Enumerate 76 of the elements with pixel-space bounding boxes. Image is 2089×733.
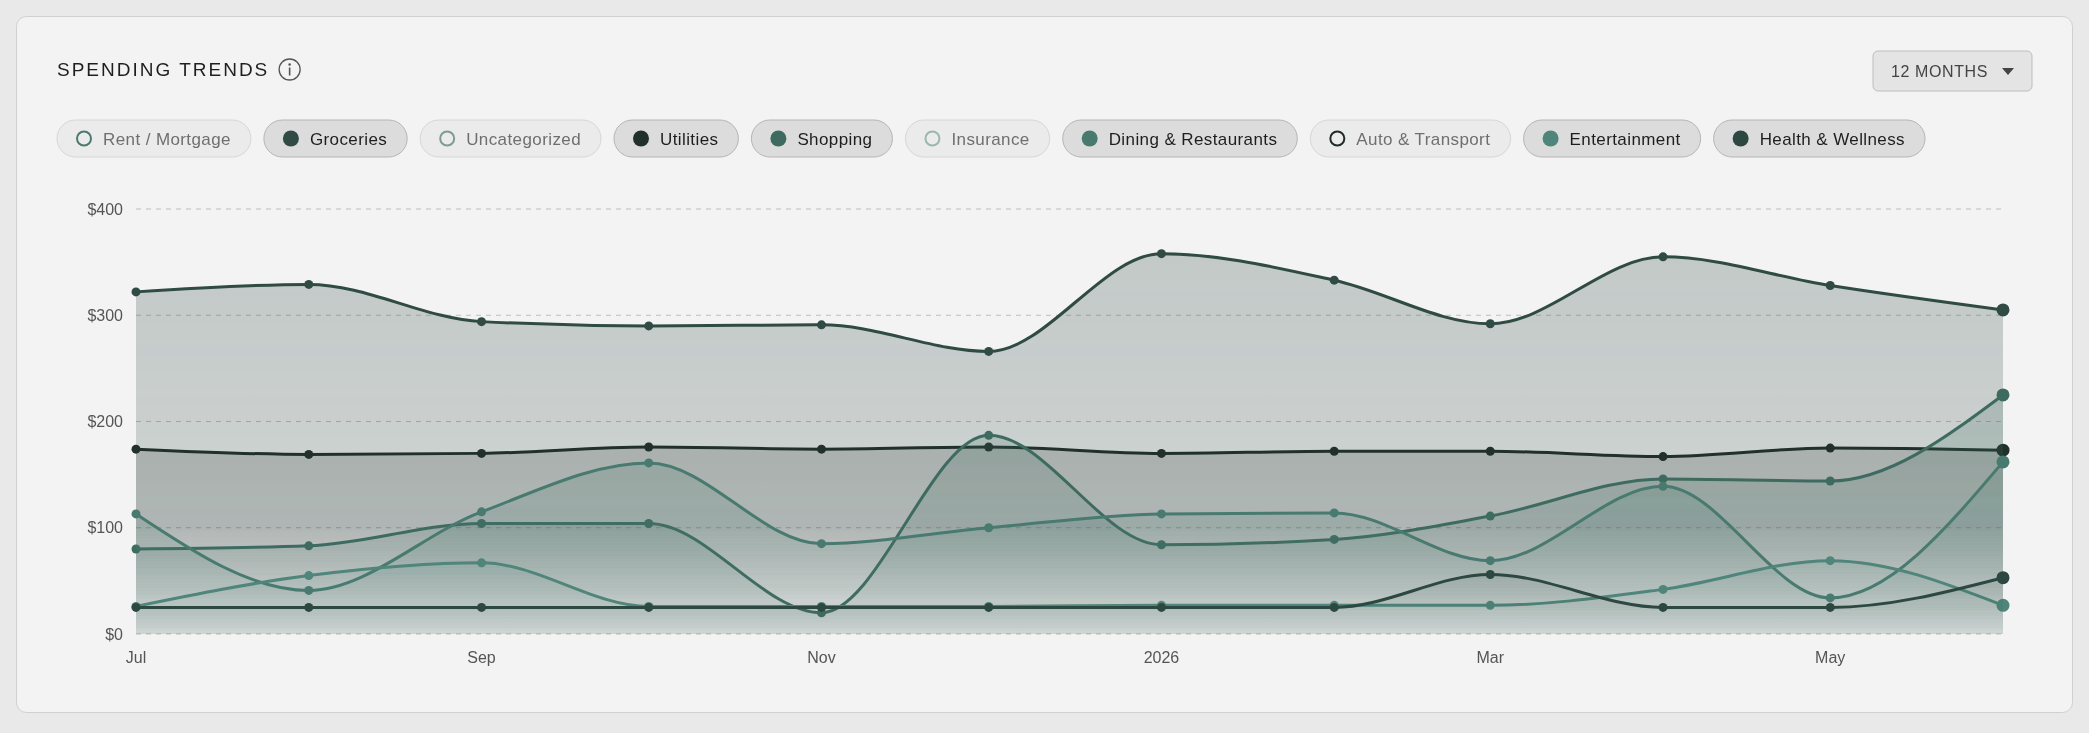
- point: [1825, 281, 1835, 290]
- point: [1485, 556, 1495, 566]
- legend-label: Health & Wellness: [1759, 129, 1906, 149]
- y-tick-label: $100: [87, 519, 124, 537]
- x-tick-label: Sep: [467, 649, 496, 666]
- point: [131, 444, 141, 454]
- point: [644, 321, 654, 331]
- point: [1658, 602, 1668, 612]
- point: [1658, 584, 1668, 594]
- point: [1825, 443, 1835, 453]
- point: [1329, 446, 1339, 456]
- point: [1156, 509, 1166, 519]
- point: [1825, 476, 1835, 486]
- legend-label: Uncategorized: [466, 129, 582, 149]
- point: [304, 449, 314, 459]
- point: [817, 320, 826, 330]
- legend-label: Insurance: [951, 129, 1030, 149]
- point: [984, 346, 994, 356]
- y-tick-label: $300: [87, 306, 124, 324]
- legend-label: Dining & Restaurants: [1108, 129, 1278, 149]
- point: [984, 523, 994, 533]
- point: [477, 558, 487, 568]
- point: [1485, 511, 1495, 521]
- text: 12 MONTHS: [1891, 63, 1989, 80]
- x-tick-label: May: [1815, 649, 1846, 666]
- point: [984, 430, 994, 440]
- point: [817, 539, 826, 549]
- point: [1825, 556, 1835, 566]
- point: [304, 279, 314, 289]
- legend-label: Shopping: [797, 129, 873, 149]
- point: [131, 509, 141, 519]
- legend-label: Rent / Mortgage: [103, 129, 231, 149]
- point: [1156, 540, 1166, 550]
- legend-label: Groceries: [309, 129, 388, 149]
- point: [644, 519, 654, 528]
- point: [304, 602, 314, 612]
- point: [1825, 593, 1835, 603]
- y-tick-label: $200: [87, 413, 124, 430]
- point: [1658, 452, 1668, 462]
- point: [477, 448, 487, 458]
- point: [1329, 275, 1339, 285]
- x-tick-label: Nov: [807, 649, 836, 666]
- point: [477, 519, 487, 528]
- point: [477, 602, 487, 612]
- point: [477, 317, 487, 327]
- point: [1156, 249, 1166, 259]
- x-tick-label: Mar: [1476, 649, 1505, 666]
- y-tick-label: $400: [87, 200, 124, 218]
- point: [1658, 252, 1668, 262]
- y-tick-label: $0: [105, 625, 124, 643]
- point: [1485, 600, 1495, 610]
- point: [1329, 534, 1339, 544]
- x-tick-label: Jul: [125, 649, 147, 666]
- point: [304, 541, 314, 551]
- point: [817, 444, 826, 454]
- legend-label: Entertainment: [1569, 129, 1681, 149]
- point: [644, 458, 654, 468]
- point: [1156, 448, 1166, 458]
- point: [477, 507, 487, 517]
- point: [1485, 446, 1495, 456]
- point: [304, 571, 314, 581]
- point: [1658, 481, 1668, 491]
- point: [1825, 602, 1835, 612]
- point: [984, 442, 994, 452]
- point: [131, 544, 141, 554]
- point: [131, 287, 141, 297]
- x-tick-label: 2026: [1143, 649, 1180, 666]
- point: [1485, 570, 1495, 579]
- point: [1485, 319, 1495, 329]
- chart-title: SPENDING TRENDS: [57, 59, 270, 80]
- point: [1658, 474, 1668, 484]
- point: [1329, 508, 1339, 518]
- legend-label: Utilities: [660, 129, 719, 149]
- legend-label: Auto & Transport: [1356, 129, 1491, 149]
- point: [304, 585, 314, 595]
- point: [644, 442, 654, 452]
